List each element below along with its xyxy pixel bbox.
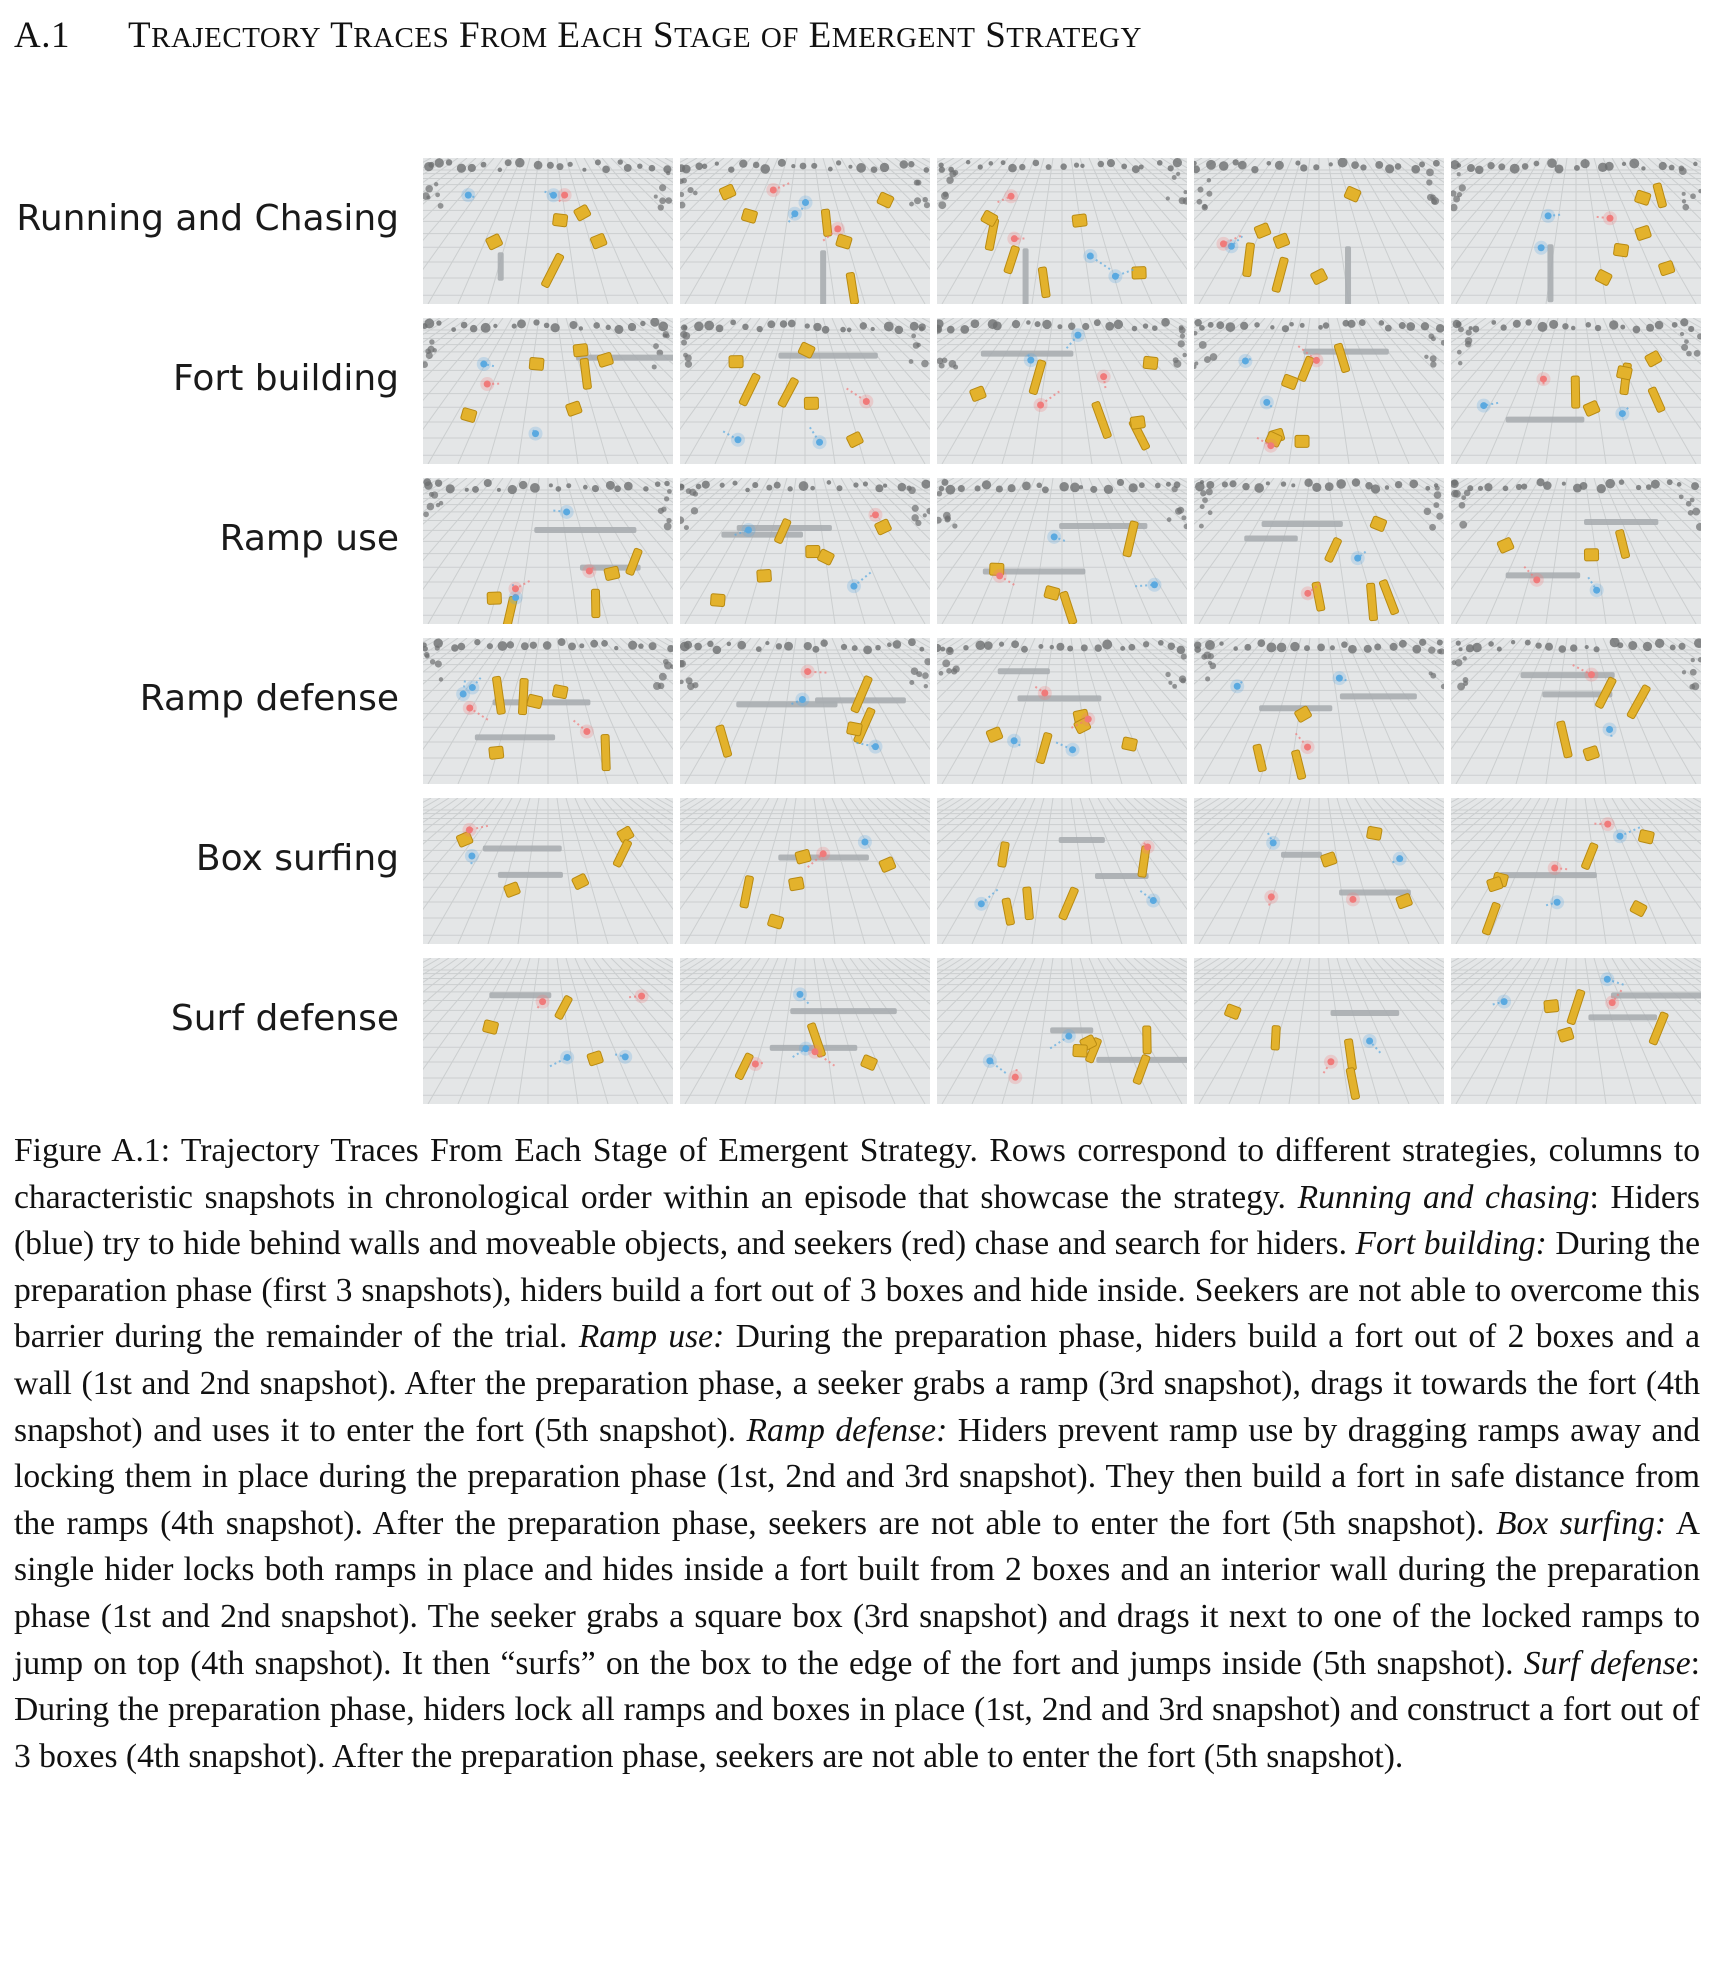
section-title: TRAJECTORY TRACES FROM EACH STAGE OF EME… [128, 15, 1142, 56]
caption-strategy-name: Box surfing: [1495, 1504, 1667, 1542]
simulation-render [680, 478, 930, 624]
snapshot-image [1451, 798, 1701, 944]
simulation-render [1451, 638, 1701, 784]
simulation-render [1194, 158, 1444, 304]
row-label: Fort building [172, 358, 399, 399]
snapshot-image [1451, 958, 1701, 1104]
row-label: Running and Chasing [16, 198, 399, 239]
snapshot-image [423, 798, 673, 944]
simulation-render [1451, 158, 1701, 304]
caption-text: During the preparation phase (first 3 sn… [14, 1225, 1700, 1356]
caption-text: During the preparation phase, hiders bui… [14, 1318, 1700, 1449]
snapshot-image [1451, 638, 1701, 784]
simulation-render [423, 318, 673, 464]
snapshot-image [1451, 318, 1701, 464]
snapshot-image [1451, 158, 1701, 304]
simulation-render [1194, 318, 1444, 464]
simulation-render [1451, 478, 1701, 624]
figure-caption: Figure A.1: Trajectory Traces From Each … [14, 1128, 1700, 1780]
simulation-render [423, 958, 673, 1104]
simulation-render [1451, 798, 1701, 944]
snapshot-image [423, 158, 673, 304]
caption-strategy-name: Ramp use: [578, 1318, 725, 1356]
snapshot-image [423, 318, 673, 464]
simulation-render [680, 798, 930, 944]
snapshot-image [937, 638, 1187, 784]
section-number: A.1 [14, 15, 70, 56]
figure-row: Fort building [0, 318, 1714, 464]
snapshot-image [1194, 318, 1444, 464]
simulation-render [680, 638, 930, 784]
snapshot-image [680, 638, 930, 784]
simulation-render [937, 798, 1187, 944]
snapshot-image [423, 478, 673, 624]
simulation-render [937, 318, 1187, 464]
snapshot-image [680, 318, 930, 464]
simulation-render [937, 958, 1187, 1104]
simulation-render [1194, 638, 1444, 784]
simulation-render [1194, 478, 1444, 624]
snapshot-image [937, 958, 1187, 1104]
snapshot-image [1194, 798, 1444, 944]
simulation-render [1194, 958, 1444, 1104]
caption-strategy-name: Fort building: [1355, 1225, 1547, 1263]
simulation-render [1451, 318, 1701, 464]
caption-strategy-name: Surf defense [1523, 1644, 1691, 1682]
snapshot-image [937, 478, 1187, 624]
simulation-render [423, 638, 673, 784]
snapshot-image [423, 958, 673, 1104]
figure-row: Ramp use [0, 478, 1714, 624]
simulation-render [423, 478, 673, 624]
row-label: Ramp use [219, 518, 399, 559]
simulation-render [680, 158, 930, 304]
figure-row: Box surfing [0, 798, 1714, 944]
snapshot-image [680, 798, 930, 944]
snapshot-image [1194, 158, 1444, 304]
section-heading: A.1 TRAJECTORY TRACES FROM EACH STAGE OF … [14, 14, 1142, 57]
simulation-render [423, 798, 673, 944]
snapshot-image [680, 478, 930, 624]
snapshot-image [680, 158, 930, 304]
caption-strategy-name: Running and chasing [1297, 1178, 1590, 1216]
snapshot-image [680, 958, 930, 1104]
snapshot-image [937, 158, 1187, 304]
snapshot-image [1194, 478, 1444, 624]
simulation-render [680, 958, 930, 1104]
simulation-render [937, 478, 1187, 624]
caption-text: Hiders prevent ramp use by dragging ramp… [14, 1411, 1700, 1542]
snapshot-image [1194, 638, 1444, 784]
row-label: Surf defense [170, 998, 399, 1039]
caption-text: : During the preparation phase, hiders l… [14, 1644, 1700, 1775]
figure-row: Running and Chasing [0, 158, 1714, 304]
caption-strategy-name: Ramp defense: [746, 1411, 948, 1449]
snapshot-image [423, 638, 673, 784]
simulation-render [680, 318, 930, 464]
row-label: Box surfing [195, 838, 399, 879]
caption-text: : Hiders (blue) try to hide behind walls… [14, 1178, 1700, 1263]
caption-text: A single hider locks both ramps in place… [14, 1504, 1700, 1682]
simulation-render [1194, 798, 1444, 944]
snapshot-image [937, 798, 1187, 944]
figure-row: Surf defense [0, 958, 1714, 1104]
simulation-render [1451, 958, 1701, 1104]
caption-text: Figure A.1: Trajectory Traces From Each … [14, 1132, 1700, 1216]
snapshot-image [937, 318, 1187, 464]
simulation-render [937, 638, 1187, 784]
row-label: Ramp defense [139, 678, 399, 719]
figure-row: Ramp defense [0, 638, 1714, 784]
snapshot-image [1451, 478, 1701, 624]
simulation-render [937, 158, 1187, 304]
simulation-render [423, 158, 673, 304]
snapshot-image [1194, 958, 1444, 1104]
